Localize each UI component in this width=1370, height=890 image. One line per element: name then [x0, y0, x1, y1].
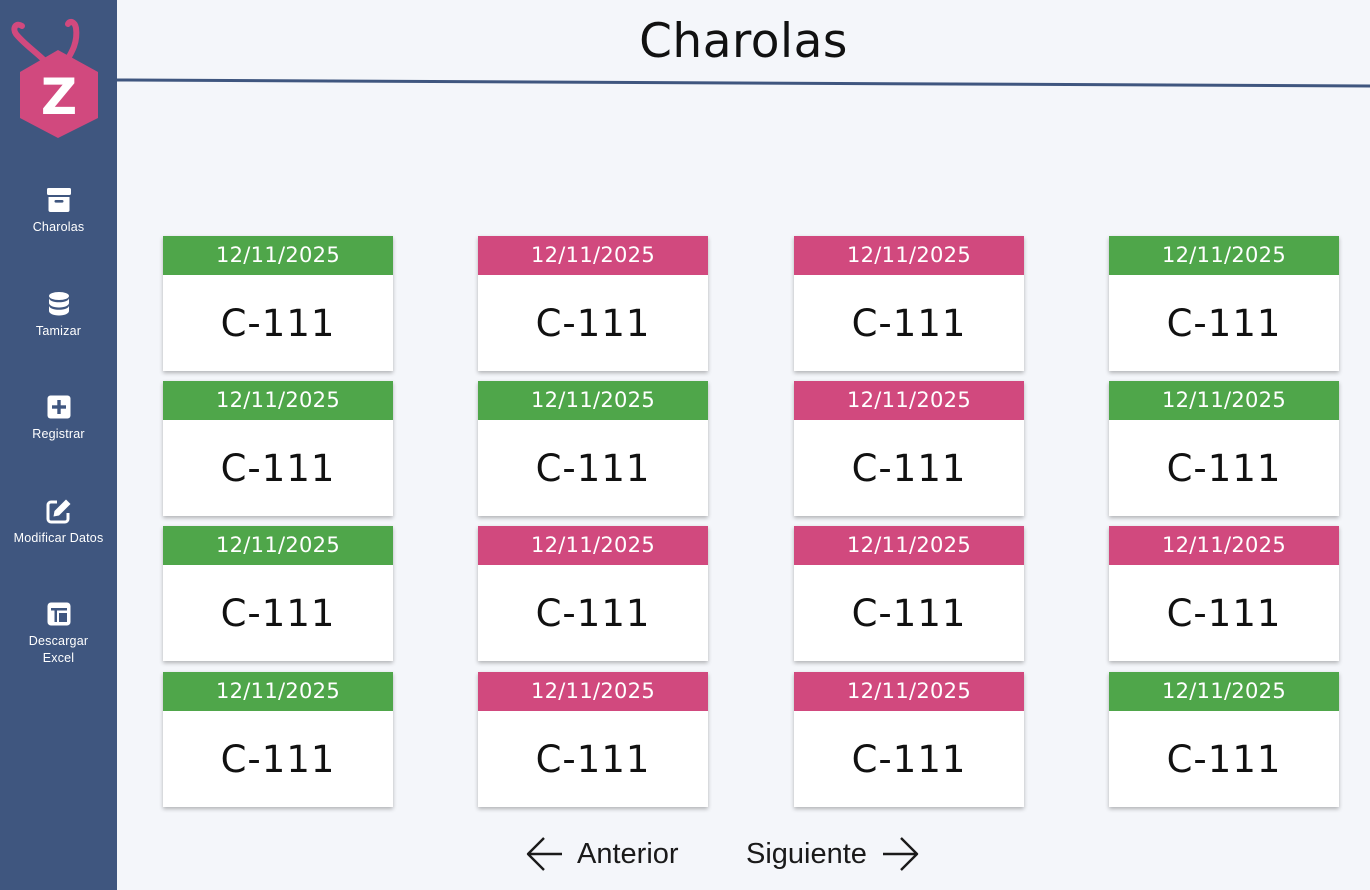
tray-date: 12/11/2025 [794, 236, 1024, 275]
next-label: Siguiente [746, 837, 867, 870]
sidebar-item-charolas[interactable]: Charolas [0, 186, 117, 236]
tray-date: 12/11/2025 [1109, 381, 1339, 420]
logo-letter: Z [41, 68, 77, 126]
sidebar: Z Charolas Tamizar Registrar Modificar [0, 0, 117, 890]
tray-code: C-111 [220, 302, 336, 345]
tray-code: C-111 [851, 302, 967, 345]
tray-date: 12/11/2025 [794, 381, 1024, 420]
tray-card[interactable]: 12/11/2025 C-111 [1109, 236, 1339, 371]
tray-code: C-111 [1166, 738, 1282, 781]
tray-code: C-111 [851, 738, 967, 781]
arrow-left-icon [526, 837, 562, 871]
sidebar-item-descargar-excel[interactable]: Descargar Excel [0, 600, 117, 667]
tray-date: 12/11/2025 [478, 526, 708, 565]
arrow-right-icon [882, 837, 919, 871]
tray-code: C-111 [535, 592, 651, 635]
tray-date: 12/11/2025 [1109, 672, 1339, 711]
tray-card[interactable]: 12/11/2025 C-111 [794, 526, 1024, 661]
edit-icon [46, 499, 70, 524]
tray-date: 12/11/2025 [163, 236, 393, 275]
plus-square-icon [47, 395, 70, 419]
spreadsheet-icon [47, 602, 70, 626]
tray-card[interactable]: 12/11/2025 C-111 [163, 526, 393, 661]
sidebar-item-label: Tamizar [35, 324, 82, 338]
previous-page-button[interactable]: Anterior [524, 832, 679, 876]
tray-card[interactable]: 12/11/2025 C-111 [478, 526, 708, 661]
tray-code: C-111 [1166, 447, 1282, 490]
tray-code: C-111 [1166, 592, 1282, 635]
tray-date: 12/11/2025 [794, 672, 1024, 711]
tray-date: 12/11/2025 [478, 672, 708, 711]
tray-date: 12/11/2025 [1109, 236, 1339, 275]
tray-code: C-111 [220, 447, 336, 490]
sidebar-item-label: Charolas [32, 220, 85, 234]
sidebar-item-label: Registrar [32, 427, 85, 441]
tray-card[interactable]: 12/11/2025 C-111 [794, 672, 1024, 807]
tray-code: C-111 [1166, 302, 1282, 345]
tray-card[interactable]: 12/11/2025 C-111 [163, 381, 393, 516]
tray-code: C-111 [851, 447, 967, 490]
tray-card[interactable]: 12/11/2025 C-111 [163, 236, 393, 371]
page-title: Charolas [639, 14, 848, 69]
sidebar-item-modificar-datos[interactable]: Modificar Datos [0, 497, 117, 547]
sidebar-item-registrar[interactable]: Registrar [0, 393, 117, 443]
sidebar-item-label: Descargar Excel [28, 634, 89, 665]
tray-card[interactable]: 12/11/2025 C-111 [794, 236, 1024, 371]
tray-date: 12/11/2025 [163, 526, 393, 565]
tray-date: 12/11/2025 [478, 236, 708, 275]
tray-card[interactable]: 12/11/2025 C-111 [478, 672, 708, 807]
tray-card[interactable]: 12/11/2025 C-111 [794, 381, 1024, 516]
tray-date: 12/11/2025 [163, 672, 393, 711]
tray-date: 12/11/2025 [1109, 526, 1339, 565]
archive-box-icon [46, 188, 71, 212]
tray-card[interactable]: 12/11/2025 C-111 [478, 236, 708, 371]
tray-code: C-111 [535, 447, 651, 490]
tray-card[interactable]: 12/11/2025 C-111 [163, 672, 393, 807]
tray-card[interactable]: 12/11/2025 C-111 [478, 381, 708, 516]
tray-date: 12/11/2025 [794, 526, 1024, 565]
title-divider [117, 78, 1370, 88]
tray-code: C-111 [851, 592, 967, 635]
database-icon [48, 292, 69, 316]
previous-label: Anterior [577, 837, 679, 870]
tray-card[interactable]: 12/11/2025 C-111 [1109, 526, 1339, 661]
sidebar-item-tamizar[interactable]: Tamizar [0, 290, 117, 340]
tray-date: 12/11/2025 [163, 381, 393, 420]
tray-code: C-111 [220, 738, 336, 781]
tray-card[interactable]: 12/11/2025 C-111 [1109, 672, 1339, 807]
app-logo[interactable]: Z [6, 14, 106, 140]
tray-card[interactable]: 12/11/2025 C-111 [1109, 381, 1339, 516]
tray-date: 12/11/2025 [478, 381, 708, 420]
tray-code: C-111 [220, 592, 336, 635]
next-page-button[interactable]: Siguiente [746, 832, 921, 876]
tray-code: C-111 [535, 738, 651, 781]
sidebar-item-label: Modificar Datos [13, 531, 104, 545]
tray-code: C-111 [535, 302, 651, 345]
